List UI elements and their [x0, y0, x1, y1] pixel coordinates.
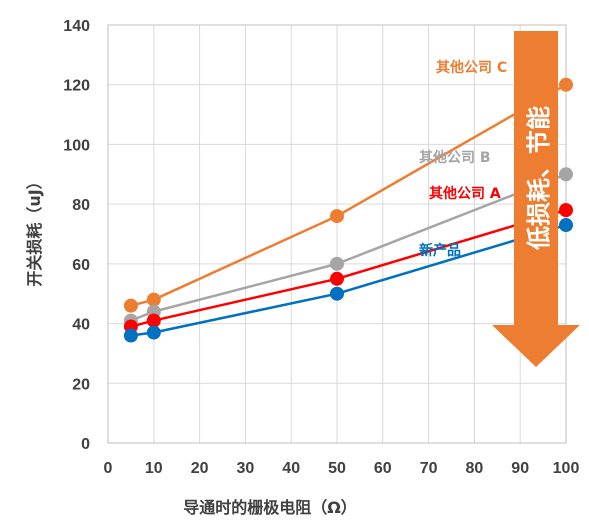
down-arrow-shape [492, 31, 580, 367]
series-line [130, 208, 567, 328]
x-tick-label: 80 [466, 460, 484, 477]
x-tick-label: 40 [282, 460, 300, 477]
y-tick-label: 80 [72, 197, 90, 214]
data-point [330, 209, 344, 224]
data-point [123, 298, 138, 313]
data-point [559, 167, 573, 182]
data-point [123, 328, 138, 343]
x-tick-label: 100 [553, 460, 580, 477]
series-label: 其他公司 C [436, 59, 507, 76]
series-group: 其他公司 C 其他公司 B 其他公司 A 新产品 [123, 59, 573, 343]
y-tick-label: 60 [72, 257, 90, 274]
x-tick-label: 30 [237, 460, 255, 477]
data-point [146, 313, 161, 328]
series-line [130, 223, 567, 337]
x-axis-title: 导通时的栅极电阻（Ω） [183, 498, 357, 517]
series-4: 新产品 [123, 218, 573, 343]
y-tick-label: 0 [81, 436, 90, 453]
series-2: 其他公司 B [123, 149, 573, 328]
data-point [559, 203, 573, 218]
data-point [330, 271, 344, 286]
plot-area-border [107, 24, 567, 444]
data-point [559, 77, 573, 92]
x-tick-label: 60 [374, 460, 392, 477]
series-line [130, 83, 567, 307]
series-label: 其他公司 B [419, 149, 491, 166]
x-tick-label: 0 [104, 460, 113, 477]
x-tick-label: 50 [328, 460, 346, 477]
y-tick-label: 140 [63, 18, 90, 35]
down-arrow-annotation: 低损耗、节能 [492, 31, 580, 367]
data-point [330, 286, 344, 301]
series-label: 新产品 [419, 242, 461, 259]
data-point [559, 218, 573, 233]
x-tick-label: 20 [191, 460, 209, 477]
x-tick-label: 10 [145, 460, 163, 477]
series-line [130, 173, 567, 322]
y-tick-label: 120 [63, 78, 90, 95]
data-point [146, 292, 161, 307]
y-axis-title: 开关损耗（uJ） [25, 173, 44, 286]
arrow-label: 低损耗、节能 [525, 106, 553, 251]
series-label: 其他公司 A [429, 185, 501, 202]
x-tick-label: 90 [511, 460, 529, 477]
grid [107, 24, 567, 444]
series-1: 其他公司 C [123, 59, 573, 313]
series-3: 其他公司 A [123, 185, 573, 334]
x-tick-label: 70 [420, 460, 438, 477]
data-point [146, 325, 161, 340]
y-tick-label: 40 [72, 317, 90, 334]
y-tick-label: 100 [63, 137, 90, 154]
tick-labels: 0 20 40 60 80 100 120 140 0 10 20 30 40 50 60 70 80 90 100 [63, 18, 579, 477]
data-point [330, 256, 344, 271]
y-tick-label: 20 [72, 376, 90, 393]
